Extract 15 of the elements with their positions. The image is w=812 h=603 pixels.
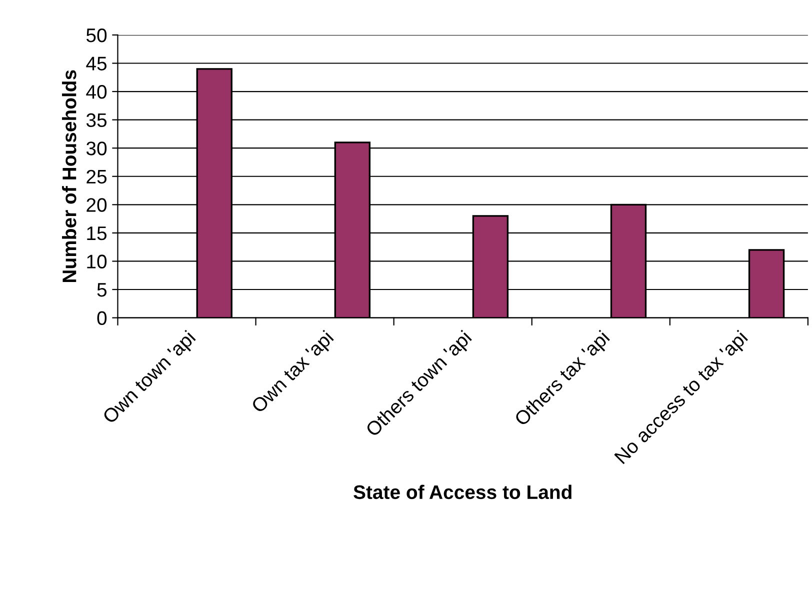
y-tick-label: 0 [97, 311, 107, 326]
y-tick-label: 5 [97, 283, 107, 297]
y-tick-label: 15 [87, 226, 107, 240]
y-tick-label: 10 [87, 254, 107, 268]
y-tick-label: 40 [86, 85, 107, 99]
x-tick-label: Own town 'api [101, 330, 199, 427]
y-tick-label: 35 [86, 113, 107, 128]
y-tick-label: 25 [86, 170, 107, 184]
y-tick-label: 30 [86, 142, 107, 156]
x-tick-label: Own tax 'api [250, 330, 337, 416]
x-axis-title: State of Access to Land [354, 484, 572, 500]
y-axis-title: Number of Households [62, 70, 76, 282]
y-tick-label: 50 [86, 28, 107, 42]
y-tick-label: 45 [86, 56, 107, 70]
y-tick-label: 20 [86, 198, 107, 212]
